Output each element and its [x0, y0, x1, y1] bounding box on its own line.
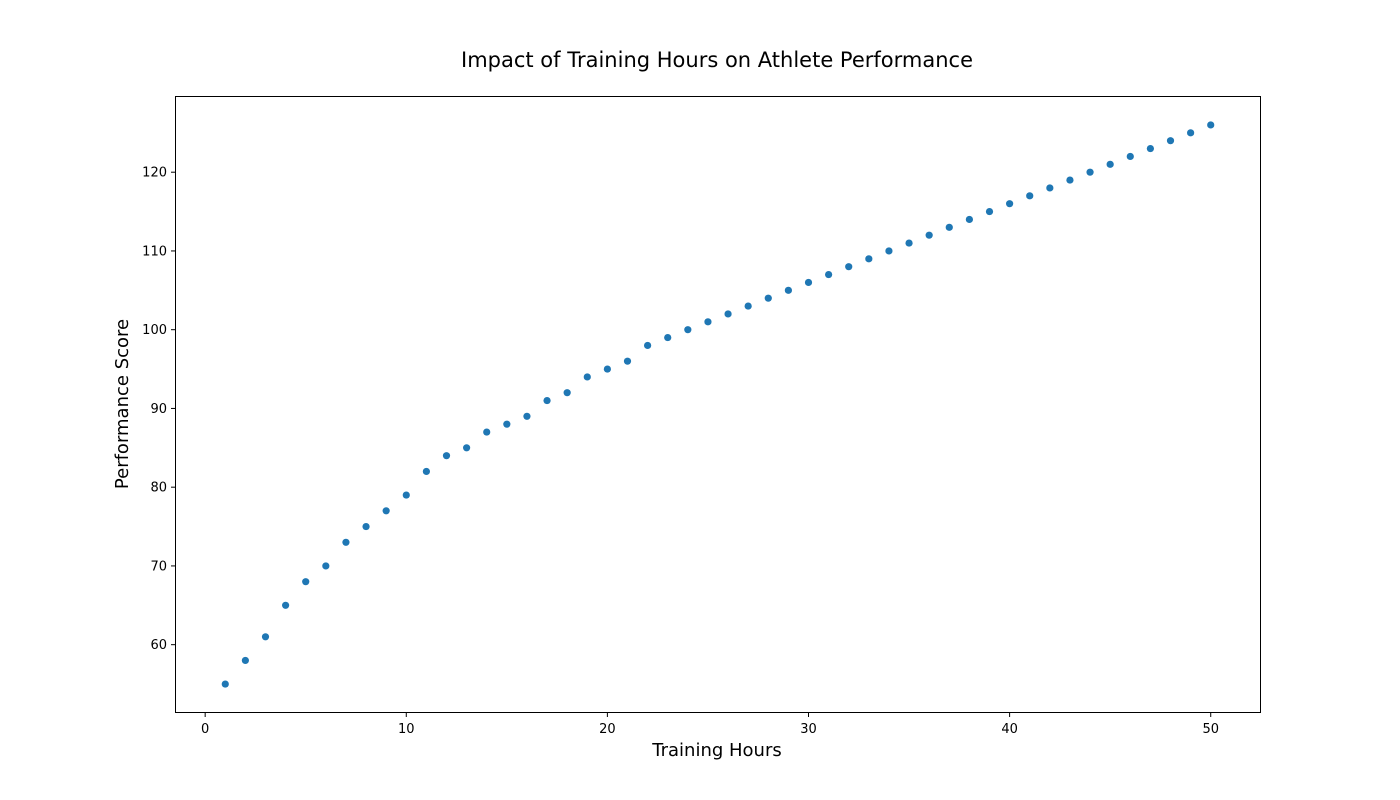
chart-title: Impact of Training Hours on Athlete Perf…: [461, 48, 973, 72]
data-points: [221, 121, 1215, 688]
data-point: [1187, 129, 1195, 137]
data-point: [724, 310, 732, 318]
y-tick-label: 100: [142, 323, 167, 338]
data-point: [965, 215, 973, 224]
data-point: [382, 507, 390, 515]
y-axis-ticks: 60 70 80 90 100 110 120: [142, 166, 176, 653]
data-point: [563, 389, 571, 397]
x-tick-label: 40: [1001, 722, 1018, 737]
x-tick-label: 50: [1202, 722, 1219, 737]
data-point: [503, 420, 511, 428]
x-tick-label: 0: [201, 722, 209, 737]
data-point: [644, 341, 652, 350]
data-point: [543, 396, 551, 405]
x-axis-label: Training Hours: [651, 740, 781, 761]
data-point: [483, 428, 491, 436]
data-point: [241, 656, 249, 665]
data-point: [442, 452, 451, 460]
y-tick-label: 80: [150, 481, 167, 496]
data-point: [905, 239, 913, 247]
data-point: [925, 231, 933, 239]
data-point: [362, 522, 370, 531]
data-point: [744, 302, 752, 310]
x-tick-label: 20: [599, 722, 616, 737]
y-axis-label: Performance Score: [112, 319, 133, 489]
data-point: [1207, 121, 1215, 129]
y-tick-label: 90: [150, 402, 167, 417]
plot-area-frame: [175, 96, 1261, 713]
data-point: [1126, 152, 1134, 161]
y-tick-label: 60: [150, 638, 167, 653]
data-point: [342, 538, 350, 546]
data-point: [302, 578, 310, 586]
y-tick-label: 120: [142, 166, 167, 181]
data-point: [865, 255, 873, 263]
data-point: [804, 278, 813, 287]
data-point: [583, 373, 591, 381]
data-point: [1006, 200, 1014, 208]
x-tick-label: 30: [800, 722, 817, 737]
x-tick-label: 10: [398, 722, 415, 737]
data-point: [845, 263, 853, 271]
data-point: [1166, 137, 1175, 145]
data-point: [1026, 192, 1034, 200]
data-point: [764, 294, 772, 302]
data-point: [1106, 160, 1114, 168]
y-tick-label: 110: [142, 244, 167, 259]
data-point: [1066, 176, 1074, 184]
data-point: [985, 207, 994, 216]
data-point: [825, 270, 833, 279]
data-point: [704, 318, 712, 326]
data-point: [402, 491, 410, 499]
data-point: [282, 601, 290, 609]
data-point: [1146, 144, 1154, 153]
data-point: [603, 365, 611, 373]
data-point: [523, 412, 531, 420]
data-point: [885, 247, 893, 255]
data-point: [784, 286, 792, 294]
data-point: [1086, 168, 1094, 176]
y-tick-label: 70: [150, 559, 167, 574]
data-point: [684, 326, 692, 334]
data-point: [664, 333, 672, 342]
data-point: [623, 357, 632, 365]
data-point: [1046, 184, 1054, 192]
data-point: [261, 633, 270, 641]
data-point: [422, 467, 430, 476]
data-point: [322, 562, 330, 570]
data-point: [221, 680, 229, 688]
x-axis-ticks: 0 10 20 30 40 50: [201, 712, 1219, 737]
data-point: [945, 223, 953, 231]
data-point: [463, 444, 471, 452]
